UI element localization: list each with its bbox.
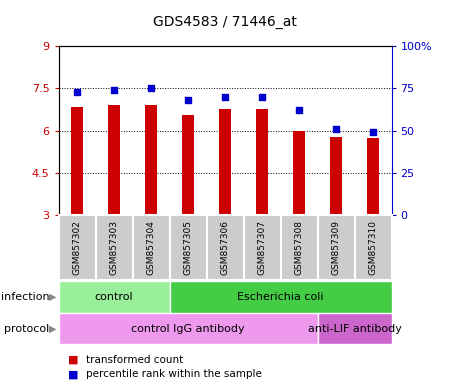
Text: GSM857307: GSM857307 [257, 220, 266, 275]
Point [258, 94, 265, 100]
Text: control IgG antibody: control IgG antibody [131, 324, 245, 334]
Bar [181, 115, 194, 215]
Text: transformed count: transformed count [86, 355, 183, 365]
Bar [329, 137, 342, 215]
Bar [355, 215, 392, 280]
Text: protocol: protocol [4, 324, 50, 334]
Point [295, 107, 302, 113]
Text: percentile rank within the sample: percentile rank within the sample [86, 369, 261, 379]
Text: ▶: ▶ [49, 324, 56, 334]
Point [184, 97, 192, 103]
Bar [219, 109, 231, 215]
Text: ▶: ▶ [49, 292, 56, 302]
Text: infection: infection [1, 292, 50, 302]
Text: GSM857308: GSM857308 [294, 220, 303, 275]
Text: GSM857302: GSM857302 [72, 220, 81, 275]
Bar [58, 215, 95, 280]
Point [369, 129, 377, 135]
Point [73, 89, 81, 95]
Text: GSM857304: GSM857304 [147, 220, 156, 275]
Bar [58, 313, 318, 344]
Bar [256, 109, 269, 215]
Bar [318, 313, 392, 344]
Bar [280, 215, 318, 280]
Bar [207, 215, 243, 280]
Bar [95, 215, 132, 280]
Bar [170, 215, 207, 280]
Bar [108, 105, 121, 215]
Bar [58, 281, 170, 313]
Text: GSM857305: GSM857305 [184, 220, 193, 275]
Text: GSM857309: GSM857309 [332, 220, 341, 275]
Point [333, 126, 340, 132]
Text: Escherichia coli: Escherichia coli [237, 292, 324, 302]
Text: anti-LIF antibody: anti-LIF antibody [307, 324, 401, 334]
Point [221, 94, 229, 100]
Bar [170, 281, 392, 313]
Bar [71, 107, 84, 215]
Bar [144, 105, 158, 215]
Text: GSM857303: GSM857303 [109, 220, 118, 275]
Point [110, 87, 117, 93]
Bar [367, 139, 379, 215]
Bar [318, 215, 355, 280]
Point [148, 85, 155, 91]
Text: control: control [94, 292, 133, 302]
Text: ■: ■ [68, 355, 78, 365]
Text: GSM857306: GSM857306 [220, 220, 230, 275]
Text: GDS4583 / 71446_at: GDS4583 / 71446_at [153, 15, 297, 29]
Bar [132, 215, 170, 280]
Bar [243, 215, 280, 280]
Text: GSM857310: GSM857310 [369, 220, 378, 275]
Bar [292, 131, 306, 215]
Text: ■: ■ [68, 369, 78, 379]
